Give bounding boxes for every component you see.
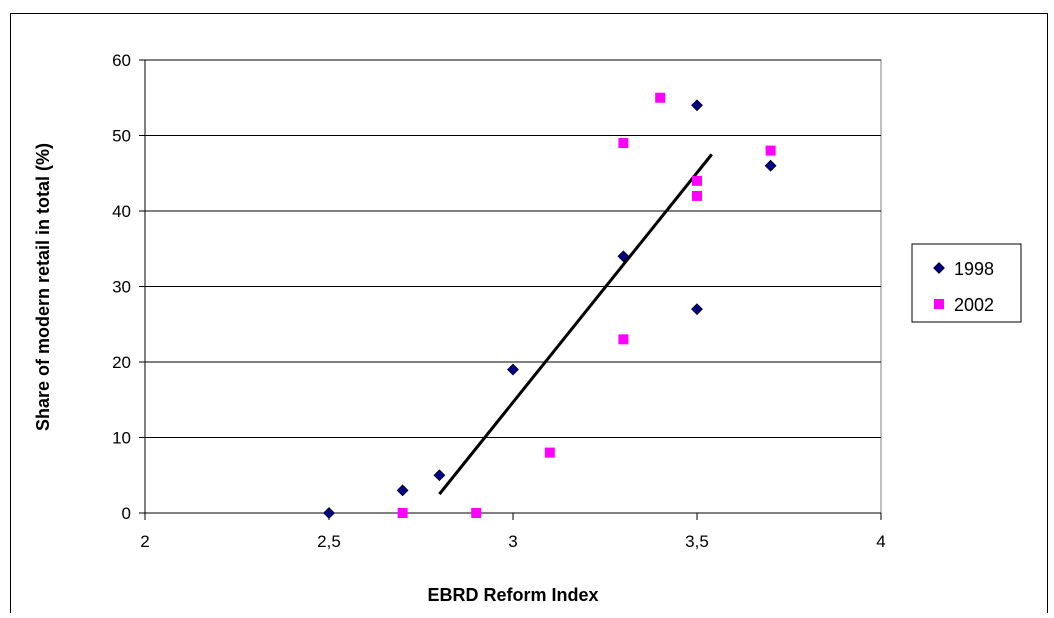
x-tick-label: 4 [876, 532, 885, 551]
y-tick-label: 60 [112, 51, 131, 70]
y-tick-label: 20 [112, 353, 131, 372]
data-point-2002 [692, 190, 702, 201]
x-tick-label: 2 [140, 532, 149, 551]
data-point-1998 [323, 507, 335, 519]
y-tick-label: 10 [112, 429, 131, 448]
data-point-1998 [764, 159, 777, 172]
y-tick-label: 30 [112, 278, 131, 297]
y-tick-label: 0 [122, 504, 131, 523]
axes: 0 10 20 30 40 50 60 2 2,5 3 3,5 4 [112, 51, 886, 551]
data-point-2002 [765, 145, 776, 156]
legend-label-2002: 2002 [954, 295, 994, 315]
data-point-2002 [544, 447, 555, 458]
y-axis-title: Share of modern retail in total (%) [33, 143, 53, 431]
data-point-2002 [692, 175, 702, 186]
chart-frame [10, 13, 1048, 613]
legend-marker-2002 [934, 299, 944, 309]
legend-marker-1998 [933, 262, 945, 274]
x-axis-title: EBRD Reform Index [427, 585, 598, 605]
x-tick-label: 3 [508, 532, 517, 551]
legend-label-1998: 1998 [954, 259, 994, 279]
data-point-2002 [618, 334, 629, 345]
x-tick-label: 2,5 [317, 532, 341, 551]
plot-area [144, 59, 882, 514]
x-tick-label: 3,5 [685, 532, 709, 551]
data-point-1998 [507, 363, 519, 376]
legend: 1998 2002 [911, 243, 1022, 323]
trendline [438, 153, 713, 496]
data-points [323, 92, 777, 519]
data-point-1998 [617, 250, 630, 263]
legend-box [911, 243, 1022, 323]
data-point-1998 [396, 484, 409, 497]
y-tick-label: 40 [112, 202, 131, 221]
data-point-2002 [655, 92, 666, 103]
y-tick-label: 50 [112, 127, 131, 146]
data-point-1998 [433, 469, 446, 482]
data-point-2002 [397, 508, 408, 518]
data-point-2002 [471, 508, 482, 518]
data-point-1998 [691, 303, 703, 316]
data-point-2002 [618, 138, 629, 149]
data-point-1998 [691, 99, 703, 112]
